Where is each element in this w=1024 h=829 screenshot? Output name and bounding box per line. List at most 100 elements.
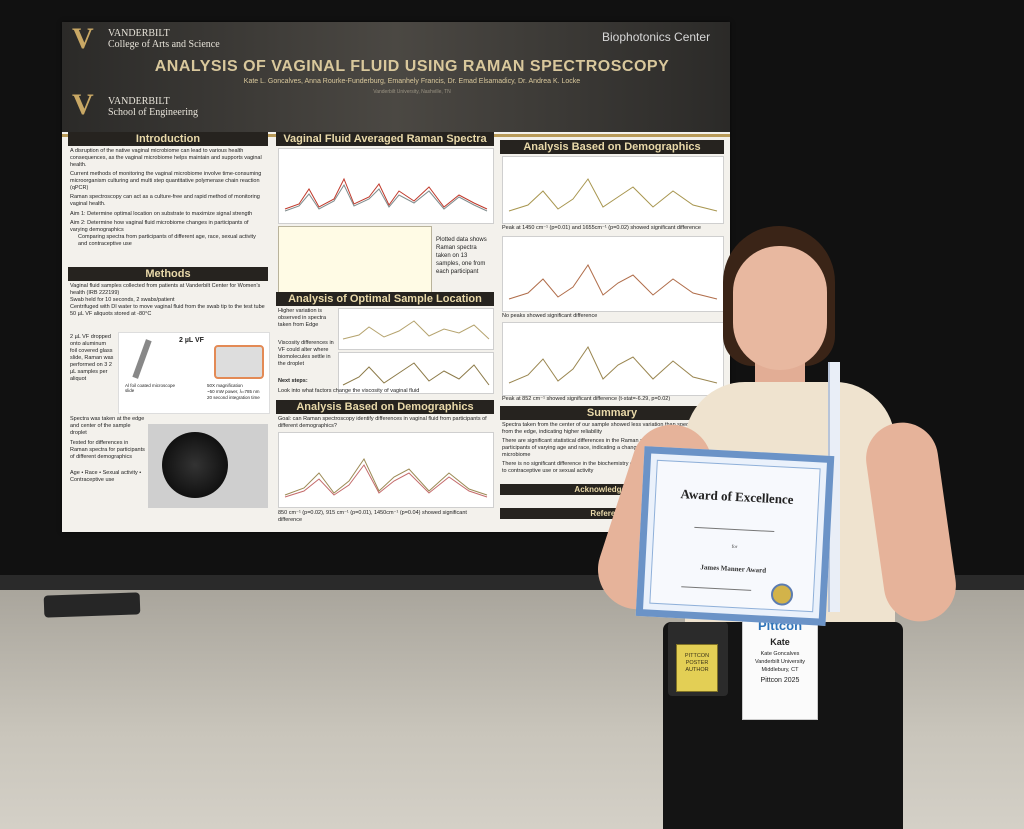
certificate-for: for <box>731 544 738 551</box>
university-name-top: VANDERBILT <box>108 28 170 39</box>
college-name: College of Arts and Science <box>108 39 220 50</box>
research-poster: V VANDERBILT College of Arts and Science… <box>62 22 730 532</box>
next-steps-text: Look into what factors change the viscos… <box>278 388 420 394</box>
raman-instrument-icon <box>214 345 264 379</box>
summary-point-1: Spectra taken from the center of our sam… <box>502 422 711 435</box>
averaged-spectra-plot <box>284 177 488 212</box>
next-steps-label: Next steps: <box>278 378 308 384</box>
references-heading: References <box>500 508 724 519</box>
demographics-goal: Goal: can Raman spectroscopy identify di… <box>278 416 487 429</box>
aim-2: Aim 2: Determine how vaginal fluid micro… <box>70 220 249 233</box>
optimal-location-text-1: Higher variation is observed in spectra … <box>278 308 326 328</box>
poster-affiliation: Vanderbilt University, Nashville, TN <box>373 89 451 95</box>
certificate-award-name: James Manner Award <box>700 563 767 575</box>
certificate-seal <box>770 582 794 607</box>
demographics-list: Age • Race • Sexual activity • Contracep… <box>70 470 142 483</box>
badge-event: Pittcon 2025 <box>760 677 800 684</box>
methods-diagram: 2 µL VF Al foil coated microscope slide … <box>118 332 270 414</box>
spectrum-line-1 <box>284 177 488 210</box>
age-spectrum-2 <box>284 464 488 498</box>
methods-step-2: Swab held for 10 seconds, 2 swabs/patien… <box>70 297 175 303</box>
summary-point-2: There are significant statistical differ… <box>502 438 722 458</box>
center-spectra-plot <box>342 320 490 340</box>
methods-step-1: Vaginal fluid samples collected from pat… <box>70 283 261 296</box>
ribbon-text: PITTCON POSTER AUTHOR <box>684 653 710 673</box>
spec-integration: 20 second integration time <box>207 395 260 400</box>
edge-spectra-plot <box>342 362 490 386</box>
spec-power: ~50 mW power, λ=785 nm <box>207 389 260 394</box>
contraceptive-spectra-plot <box>508 264 718 300</box>
intro-heading: Introduction <box>68 132 268 146</box>
intro-text: A disruption of the native vaginal micro… <box>70 148 266 248</box>
poster-banner: V VANDERBILT College of Arts and Science… <box>62 22 730 132</box>
plotted-data-note: Plotted data shows Raman spectra taken o… <box>436 237 487 275</box>
badge-location: Middlebury, CT <box>761 667 799 673</box>
vanderbilt-logo-top: V <box>72 22 94 55</box>
age-result: 850 cm⁻¹ (p=0.02), 915 cm⁻¹ (p=0.01), 14… <box>278 510 467 523</box>
award-certificate: Award of Excellence for James Manner Awa… <box>635 446 835 626</box>
signature-line-2 <box>681 586 752 591</box>
age-spectra-chart <box>278 432 494 508</box>
methods-volume-label: 2 µL VF <box>179 337 204 344</box>
spectrum-line-2 <box>284 183 488 212</box>
intro-para-1: A disruption of the native vaginal micro… <box>70 148 262 168</box>
race-spectra-chart <box>502 156 724 224</box>
summary-point-3: There is no significant difference in th… <box>502 461 718 474</box>
biophotonics-center-logo: Biophotonics Center <box>602 30 711 44</box>
vanderbilt-logo-bottom: V <box>72 88 94 121</box>
aim-1: Aim 1: Determine optimal location on sub… <box>70 211 253 217</box>
certificate-inner: Award of Excellence for James Manner Awa… <box>649 459 821 613</box>
age-spectra-plot <box>284 457 488 498</box>
methods-step-7: Tested for differences in Raman spectra … <box>70 440 145 460</box>
school-name: School of Engineering <box>108 107 198 118</box>
edge-spectrum <box>342 362 490 386</box>
spec-magnification: 50X magnification <box>207 383 243 388</box>
intro-para-3: Raman spectroscopy can act as a culture-… <box>70 194 260 207</box>
sexual-activity-result: Peak at 852 cm⁻¹ showed significant diff… <box>502 396 671 402</box>
poster-author-ribbon: PITTCON POSTER AUTHOR <box>676 644 718 692</box>
university-name-bottom: VANDERBILT <box>108 96 170 107</box>
face <box>733 246 827 370</box>
slide-label: Al foil coated microscope slide <box>125 383 176 393</box>
pipette-icon <box>132 339 152 379</box>
summary-heading: Summary <box>500 406 724 420</box>
intro-para-2: Current methods of monitoring the vagina… <box>70 171 262 191</box>
contraceptive-spectrum <box>508 264 718 300</box>
methods-heading: Methods <box>68 267 268 281</box>
methods-step-6: Spectra was taken at the edge and center… <box>70 416 145 436</box>
contraceptive-spectra-chart <box>502 236 724 312</box>
poster-authors: Kate L. Goncalves, Anna Rourke-Funderbur… <box>243 78 581 85</box>
aim-2-sub: Comparing spectra from participants of d… <box>78 234 256 247</box>
sexual-activity-spectrum <box>508 345 718 384</box>
demographics-heading-right: Analysis Based on Demographics <box>500 140 724 154</box>
averaged-spectra-chart <box>278 148 494 224</box>
badge-first-name: Kate <box>770 637 790 647</box>
race-spectra-plot <box>508 178 718 212</box>
center-spectrum <box>342 320 490 340</box>
acknowledgements-heading: Acknowledgements <box>500 484 724 495</box>
optimal-location-text-2: Viscosity differences in VF could alter … <box>278 340 334 367</box>
droplet-image <box>162 432 228 498</box>
name-badge: Pittcon Kate Kate Goncalves Vanderbilt U… <box>742 614 818 720</box>
methods-step-4: 50 µL VF aliquots stored at -80°C <box>70 311 152 317</box>
summary-text: Spectra taken from the center of our sam… <box>502 422 722 475</box>
badge-organization: Vanderbilt University <box>754 659 806 665</box>
poster-title: ANALYSIS OF VAGINAL FLUID USING RAMAN SP… <box>154 58 670 75</box>
sexual-activity-spectra-plot <box>508 345 718 384</box>
demographics-heading-mid: Analysis Based on Demographics <box>276 400 494 414</box>
race-result: Peak at 1450 cm⁻¹ (p=0.01) and 1655cm⁻¹ … <box>502 225 701 231</box>
signature-line-1 <box>694 526 775 533</box>
sexual-activity-spectra-chart <box>502 322 724 396</box>
race-spectrum <box>508 178 718 212</box>
center-spectra-chart <box>338 308 494 350</box>
badge-full-name: Kate Goncalves <box>760 651 800 657</box>
methods-step-5: 2 µL VF dropped onto aluminum foil cover… <box>70 334 114 382</box>
droplet-micrograph <box>148 424 268 508</box>
phone-on-floor <box>43 592 141 618</box>
methods-step-3: Centrifuged with DI water to move vagina… <box>70 304 265 310</box>
certificate-title: Award of Excellence <box>680 486 794 508</box>
averaged-spectra-heading: Vaginal Fluid Averaged Raman Spectra <box>276 132 494 146</box>
optimal-location-heading: Analysis of Optimal Sample Location <box>276 292 494 306</box>
edge-spectra-chart <box>338 352 494 394</box>
